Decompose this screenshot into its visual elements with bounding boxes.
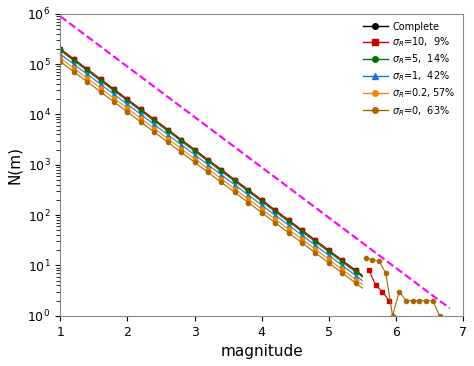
Legend: Complete, $\sigma_R$=10,  9%, $\sigma_R$=5,  14%, $\sigma_R$=1,  42%, $\sigma_R$: Complete, $\sigma_R$=10, 9%, $\sigma_R$=…: [360, 19, 458, 120]
Y-axis label: N(m): N(m): [7, 146, 22, 184]
X-axis label: magnitude: magnitude: [220, 344, 303, 359]
